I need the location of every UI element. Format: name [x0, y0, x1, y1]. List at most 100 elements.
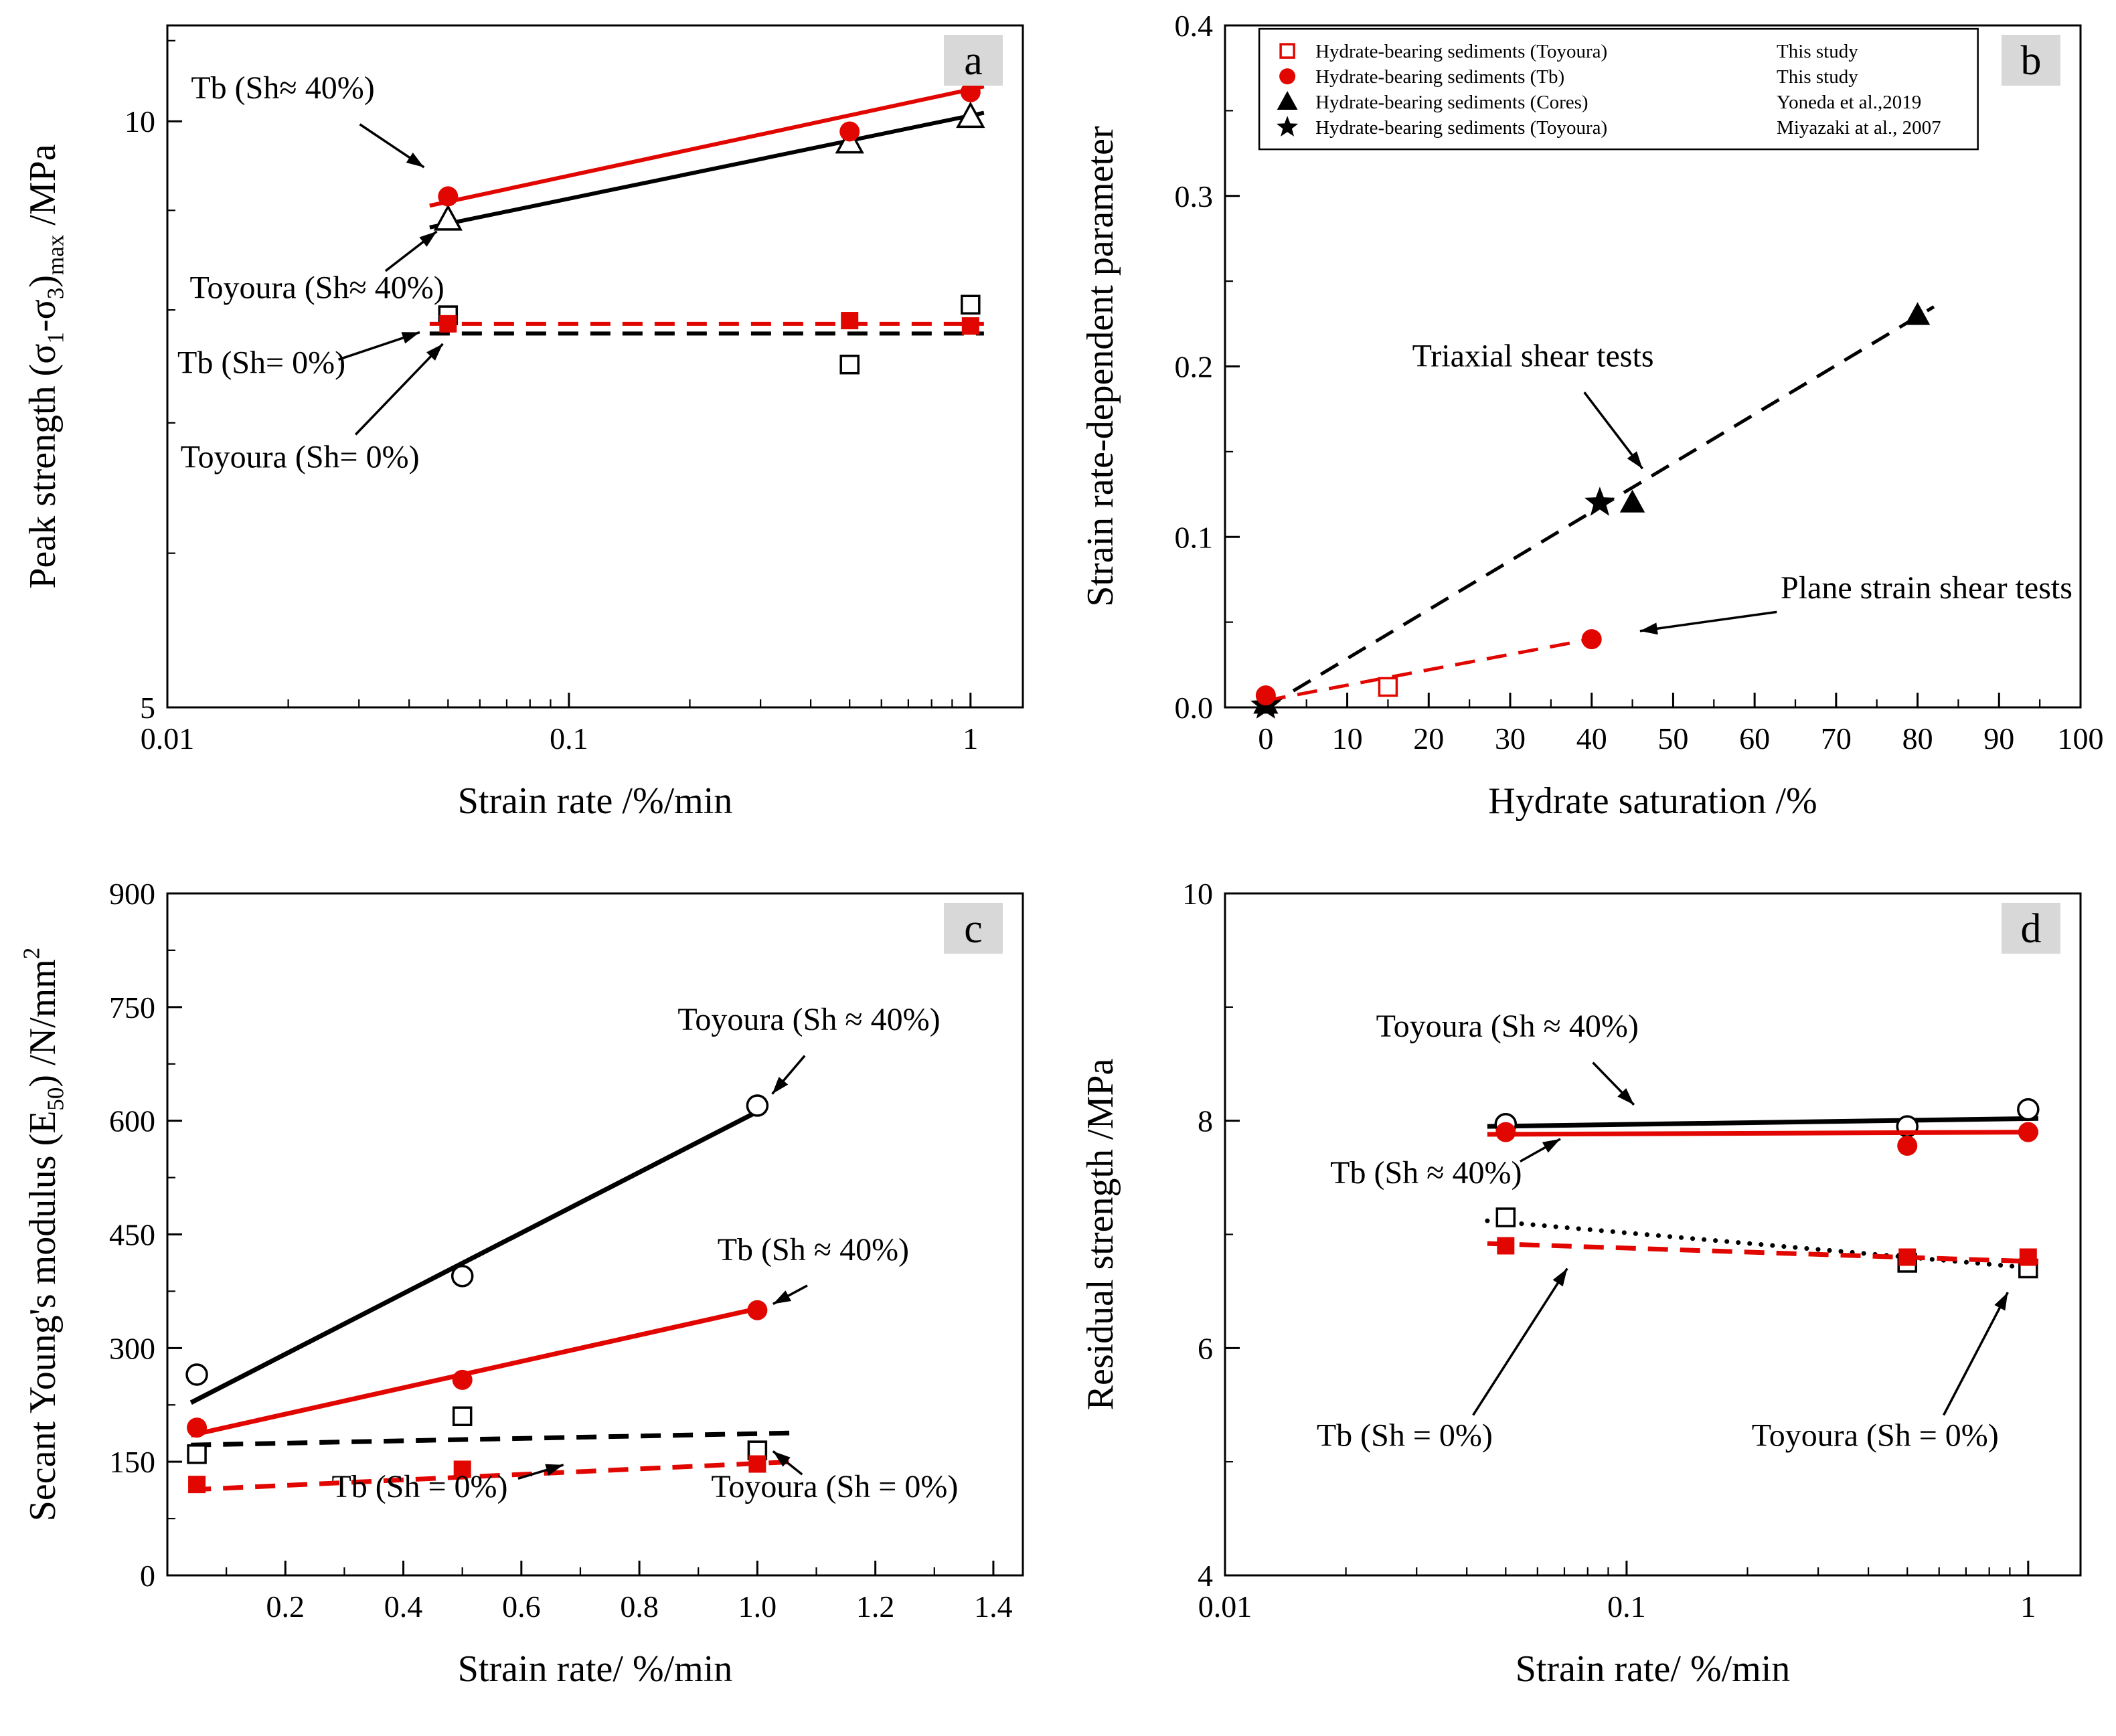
series-4 [1487, 1237, 2039, 1266]
annotation-text: Tb (Sh≈ 40%) [191, 70, 374, 106]
y-tick-label: 5 [140, 691, 155, 725]
annotation-arrowhead [419, 231, 437, 247]
panel-letter: d [2021, 906, 2042, 952]
circle-filled-marker [187, 1417, 208, 1438]
annotation: Toyoura (Sh= 0%) [181, 343, 444, 474]
series-line [1265, 636, 1601, 703]
panel-d: 0.01 0.1 1 4 6 8 10 Strain rate/ %/min Residual … [1058, 868, 2116, 1736]
legend-label: Hydrate-bearing sediments (Tb) [1315, 66, 1564, 88]
circle-open-marker [746, 1094, 769, 1117]
x-axis-label: Strain rate/ %/min [1516, 1648, 1791, 1690]
annotation-text: Toyoura (Sh≈ 40%) [190, 270, 444, 306]
annotation: Toyoura (Sh = 0%) [1752, 1292, 2009, 1453]
annotation: Tb (Sh = 0%) [331, 1464, 564, 1504]
y-tick-label: 10 [125, 104, 155, 139]
annotation: Toyoura (Sh ≈ 40%) [1376, 1009, 1639, 1106]
y-tick-label: 600 [109, 1104, 155, 1138]
panel-a: 0.01 0.1 1 5 10 Strain rate /%/min Peak streng… [0, 0, 1058, 868]
chart-a: 0.01 0.1 1 5 10 Strain rate /%/min Peak streng… [0, 0, 1058, 868]
triangle-filled-marker [1619, 489, 1645, 513]
x-tick-label: 100 [2058, 721, 2104, 756]
series-line [190, 1306, 758, 1438]
triangle-open-marker [433, 204, 463, 231]
annotation: Toyoura (Sh≈ 40%) [190, 230, 444, 306]
annotation-arrow-line [1472, 1268, 1568, 1416]
series-4 [429, 312, 984, 335]
square-filled-marker [2019, 1248, 2037, 1266]
square-filled-marker [188, 1476, 206, 1494]
square-filled-marker [961, 317, 979, 335]
x-tick-label: 80 [1902, 721, 1933, 756]
square-open-marker [187, 1444, 207, 1464]
x-tick-label: 70 [1821, 721, 1852, 756]
annotation: Tb (Sh≈ 40%) [191, 70, 425, 169]
square-open-marker [1495, 1207, 1516, 1227]
axis-ticks: 0.01 0.1 1 4 6 8 10 [1182, 877, 2036, 1624]
axis-ticks: 0.2 0.4 0.6 0.8 1.0 1.2 1.4 0 150 300 450 600 750 900 [109, 877, 1013, 1624]
annotation: Tb (Sh= 0%) [177, 331, 420, 381]
y-tick-label: 10 [1182, 877, 1213, 911]
annotation-arrowhead [406, 153, 424, 167]
annotation: Toyoura (Sh = 0%) [711, 1450, 958, 1504]
circle-filled-marker [747, 1300, 768, 1320]
square-filled-marker [1898, 1248, 1917, 1266]
circle-filled-marker [1897, 1136, 1918, 1156]
plot-border [166, 24, 1024, 709]
x-tick-label: 0.2 [266, 1589, 305, 1624]
panel-letter: b [2021, 38, 2042, 84]
legend-source: This study [1777, 41, 1858, 62]
circle-filled-marker [1255, 685, 1276, 706]
legend-source: This study [1777, 66, 1858, 88]
y-tick-label: 8 [1198, 1104, 1213, 1138]
annotation: Triaxial shear tests [1412, 339, 1654, 470]
x-tick-label: 1.4 [974, 1589, 1013, 1624]
series-line [1487, 1130, 2039, 1137]
panel-background [0, 868, 1058, 1736]
series-line [429, 110, 985, 230]
chart-b: 0 10 20 30 40 50 60 70 80 90 100 0.0 0.1 0.2 0.3 0.4 Hyd… [1058, 0, 2115, 868]
circle-filled-marker [839, 121, 860, 142]
y-axis-label: Strain rate-dependent parameter [1080, 126, 1121, 607]
circle-filled-marker [438, 186, 459, 207]
y-tick-label: 0.0 [1175, 691, 1214, 725]
panel-letter-box [944, 35, 1003, 86]
y-tick-label: 0.1 [1175, 520, 1214, 554]
x-tick-label: 20 [1413, 721, 1444, 756]
annotation-arrow-line [354, 343, 444, 436]
panel-letter-box [944, 903, 1003, 954]
series-2 [1487, 1122, 2039, 1156]
panel-letter-box [2002, 35, 2060, 86]
x-tick-label: 0.1 [1607, 1589, 1646, 1624]
x-tick-label: 60 [1739, 721, 1770, 756]
x-axis-label: Strain rate /%/min [458, 780, 733, 822]
circle-open-marker [2017, 1098, 2040, 1121]
x-tick-label: 0.01 [141, 721, 195, 756]
x-axis-label: Strain rate/ %/min [458, 1648, 733, 1690]
annotation-text: Toyoura (Sh ≈ 40%) [677, 1002, 940, 1037]
legend-label: Hydrate-bearing sediments (Toyoura) [1315, 117, 1607, 139]
annotation-text: Tb (Sh= 0%) [177, 345, 345, 381]
x-tick-label: 90 [1983, 721, 2014, 756]
x-tick-label: 0.1 [550, 721, 588, 756]
y-tick-label: 0.4 [1175, 9, 1214, 43]
annotation-arrowhead [1627, 451, 1643, 469]
series-2 [429, 82, 985, 208]
panel-c: 0.2 0.4 0.6 0.8 1.0 1.2 1.4 0 150 300 450 600 750 900… [0, 868, 1058, 1736]
legend: Hydrate-bearing sediments (Toyoura) This … [1258, 27, 1979, 151]
annotation-arrow-line [1942, 1292, 2009, 1416]
annotation-arrow-line [1639, 610, 1777, 632]
annotation: Plane strain shear tests [1639, 570, 2072, 635]
series-line [191, 1430, 793, 1448]
y-tick-label: 6 [1198, 1331, 1213, 1365]
star-filled-marker [1584, 487, 1615, 516]
triangle-open-marker [956, 101, 985, 128]
x-tick-label: 40 [1576, 721, 1607, 756]
panel-letter: c [964, 906, 983, 952]
y-axis-label: Secant Young's modulus (E50) /N/mm2 [18, 948, 68, 1522]
annotation-text: Tb (Sh = 0%) [331, 1469, 507, 1504]
y-tick-label: 0 [140, 1559, 155, 1593]
panel-letter-box [2002, 903, 2060, 954]
circle-filled-marker [2018, 1122, 2038, 1142]
circle-filled-marker [960, 82, 981, 102]
